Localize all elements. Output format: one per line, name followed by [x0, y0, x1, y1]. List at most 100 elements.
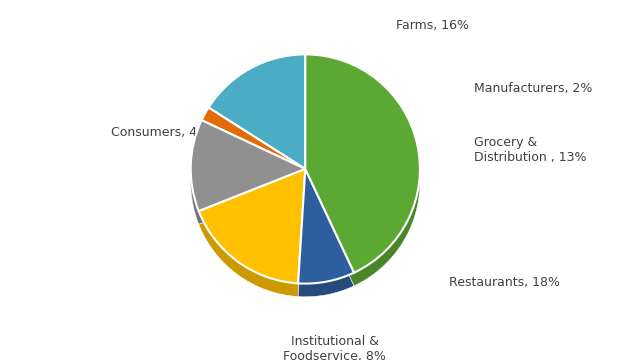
- Wedge shape: [199, 180, 305, 294]
- Wedge shape: [191, 128, 305, 219]
- Wedge shape: [191, 123, 305, 214]
- Wedge shape: [199, 179, 305, 293]
- Wedge shape: [298, 171, 354, 285]
- Wedge shape: [199, 171, 305, 285]
- Wedge shape: [202, 121, 305, 182]
- Wedge shape: [298, 181, 354, 296]
- Wedge shape: [202, 118, 305, 180]
- Wedge shape: [191, 129, 305, 220]
- Wedge shape: [199, 172, 305, 286]
- Wedge shape: [298, 182, 354, 297]
- Wedge shape: [305, 63, 420, 282]
- Wedge shape: [199, 172, 305, 287]
- Wedge shape: [305, 55, 420, 274]
- Wedge shape: [298, 177, 354, 292]
- Wedge shape: [209, 60, 305, 175]
- Wedge shape: [202, 108, 305, 169]
- Wedge shape: [199, 174, 305, 288]
- Wedge shape: [191, 127, 305, 218]
- Wedge shape: [305, 60, 420, 278]
- Text: Farms, 16%: Farms, 16%: [396, 19, 469, 32]
- Wedge shape: [305, 66, 420, 284]
- Wedge shape: [209, 68, 305, 182]
- Wedge shape: [191, 126, 305, 216]
- Wedge shape: [191, 134, 305, 224]
- Wedge shape: [305, 54, 420, 273]
- Wedge shape: [199, 170, 305, 284]
- Text: Grocery &
Distribution , 13%: Grocery & Distribution , 13%: [474, 136, 587, 164]
- Wedge shape: [305, 57, 420, 275]
- Wedge shape: [209, 66, 305, 180]
- Wedge shape: [305, 56, 420, 274]
- Wedge shape: [298, 169, 354, 284]
- Wedge shape: [305, 59, 420, 277]
- Wedge shape: [298, 180, 354, 294]
- Wedge shape: [191, 131, 305, 222]
- Wedge shape: [199, 169, 305, 283]
- Wedge shape: [209, 62, 305, 177]
- Wedge shape: [202, 116, 305, 178]
- Wedge shape: [305, 58, 420, 276]
- Wedge shape: [298, 176, 354, 291]
- Text: Manufacturers, 2%: Manufacturers, 2%: [474, 82, 593, 95]
- Wedge shape: [298, 175, 354, 290]
- Wedge shape: [191, 122, 305, 213]
- Wedge shape: [191, 124, 305, 215]
- Wedge shape: [209, 54, 305, 169]
- Wedge shape: [209, 63, 305, 178]
- Wedge shape: [298, 170, 354, 284]
- Wedge shape: [202, 120, 305, 181]
- Wedge shape: [209, 59, 305, 174]
- Wedge shape: [202, 117, 305, 179]
- Wedge shape: [202, 111, 305, 172]
- Wedge shape: [209, 67, 305, 181]
- Wedge shape: [191, 120, 305, 211]
- Wedge shape: [298, 180, 354, 295]
- Wedge shape: [298, 172, 354, 286]
- Wedge shape: [199, 174, 305, 289]
- Wedge shape: [191, 126, 305, 217]
- Wedge shape: [191, 132, 305, 222]
- Wedge shape: [209, 57, 305, 172]
- Text: Institutional &
Foodservice, 8%: Institutional & Foodservice, 8%: [284, 335, 386, 360]
- Wedge shape: [191, 130, 305, 221]
- Wedge shape: [202, 119, 305, 180]
- Wedge shape: [202, 112, 305, 174]
- Wedge shape: [305, 62, 420, 280]
- Wedge shape: [209, 55, 305, 170]
- Wedge shape: [202, 116, 305, 177]
- Wedge shape: [191, 121, 305, 212]
- Wedge shape: [305, 65, 420, 283]
- Wedge shape: [305, 64, 420, 282]
- Wedge shape: [199, 178, 305, 292]
- Wedge shape: [209, 64, 305, 179]
- Wedge shape: [202, 109, 305, 171]
- Wedge shape: [298, 174, 354, 288]
- Wedge shape: [199, 177, 305, 291]
- Wedge shape: [199, 181, 305, 296]
- Text: Restaurants, 18%: Restaurants, 18%: [449, 276, 560, 289]
- Wedge shape: [199, 176, 305, 291]
- Wedge shape: [202, 114, 305, 175]
- Wedge shape: [191, 125, 305, 216]
- Wedge shape: [209, 58, 305, 172]
- Wedge shape: [298, 172, 354, 287]
- Wedge shape: [209, 65, 305, 180]
- Wedge shape: [202, 114, 305, 176]
- Wedge shape: [202, 113, 305, 174]
- Wedge shape: [298, 174, 354, 289]
- Wedge shape: [305, 68, 420, 286]
- Wedge shape: [305, 67, 420, 285]
- Wedge shape: [191, 132, 305, 224]
- Wedge shape: [202, 110, 305, 172]
- Wedge shape: [209, 60, 305, 174]
- Wedge shape: [202, 108, 305, 170]
- Text: Consumers, 43%: Consumers, 43%: [111, 126, 217, 139]
- Wedge shape: [209, 56, 305, 171]
- Wedge shape: [298, 178, 354, 292]
- Wedge shape: [305, 60, 420, 279]
- Wedge shape: [199, 175, 305, 289]
- Wedge shape: [298, 179, 354, 293]
- Wedge shape: [305, 62, 420, 280]
- Wedge shape: [209, 62, 305, 176]
